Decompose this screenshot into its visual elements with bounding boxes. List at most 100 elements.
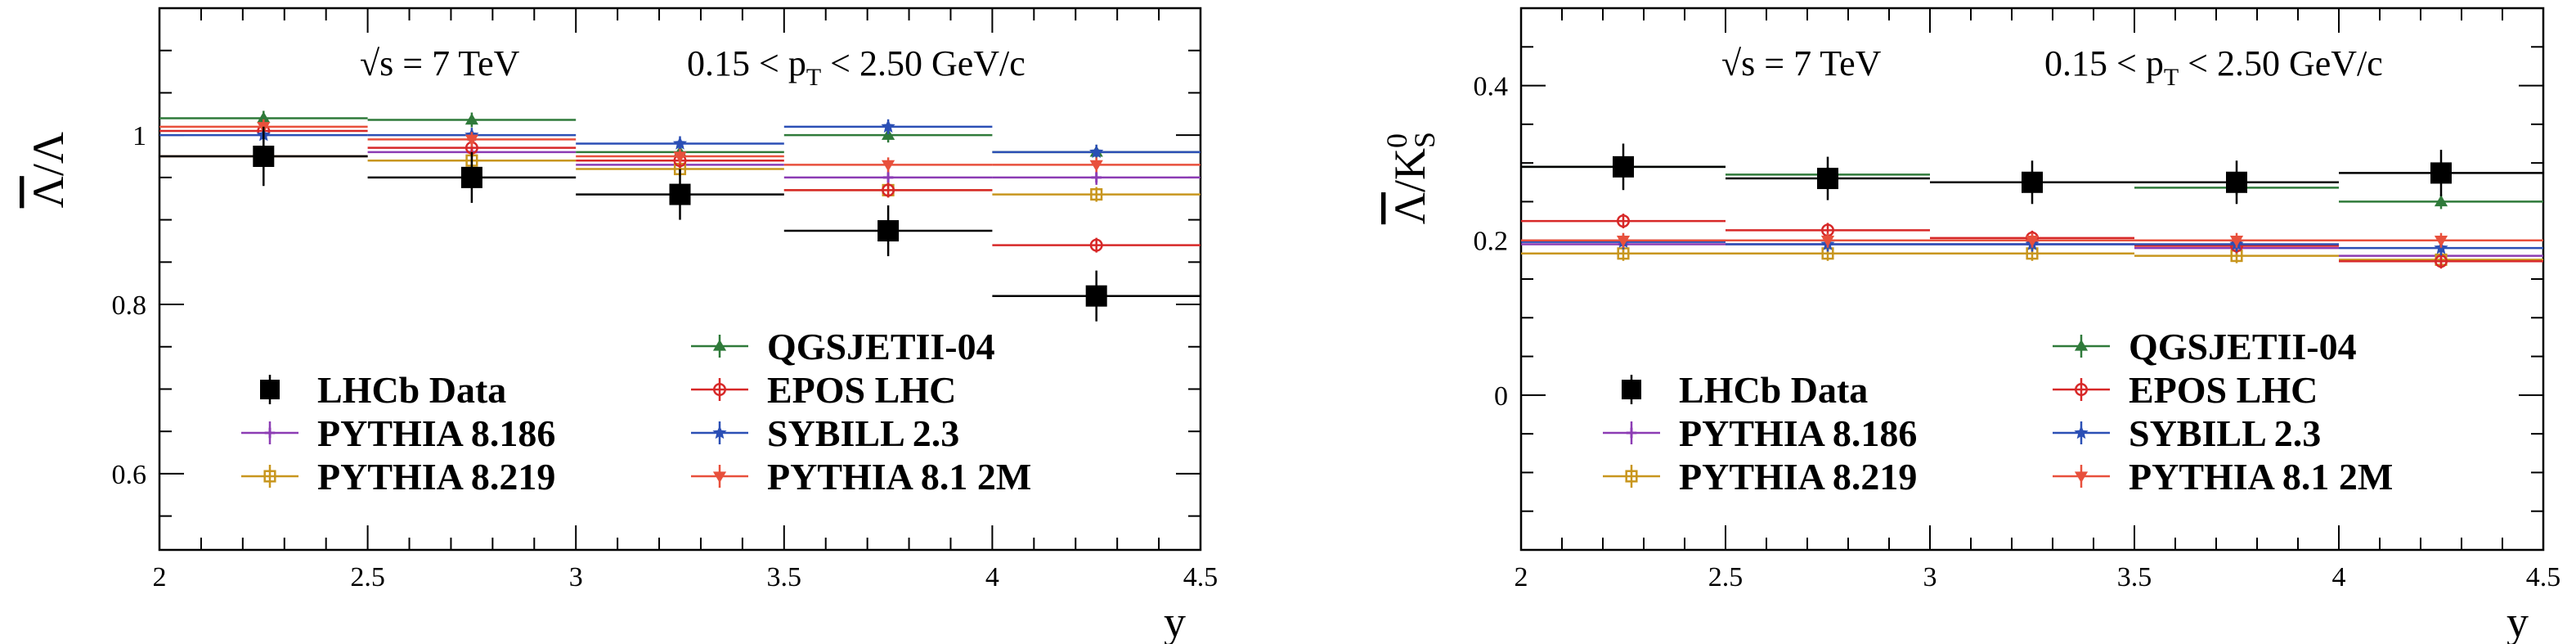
model-point — [464, 134, 478, 146]
model-point — [2435, 254, 2448, 268]
legend-marker — [1622, 380, 1641, 399]
pt-range-text: 0.15 < p — [2044, 43, 2164, 83]
series-lhcb-data — [159, 126, 1200, 322]
legend-label: PYTHIA 8.1 2M — [2129, 456, 2393, 498]
model-point — [881, 119, 895, 133]
x-tick-label: 2 — [153, 562, 167, 592]
legend-label: SYBILL 2.3 — [767, 412, 959, 454]
legend-marker — [260, 380, 280, 399]
legend-label: SYBILL 2.3 — [2129, 412, 2321, 454]
model-point — [1089, 238, 1103, 252]
legend-label: PYTHIA 8.219 — [317, 456, 555, 498]
legend-label: PYTHIA 8.1 2M — [767, 456, 1031, 498]
data-point — [2022, 171, 2043, 193]
legend-marker — [712, 339, 727, 351]
x-tick-label: 3 — [569, 562, 583, 592]
legend-label: PYTHIA 8.186 — [1679, 412, 1917, 454]
legend-marker — [712, 471, 727, 484]
pt-range-annotation: 0.15 < pT < 2.50 GeV/c — [2044, 43, 2383, 91]
pt-range-text: 0.15 < p — [687, 43, 806, 83]
legend-marker — [713, 383, 726, 396]
pt-range-tail: < 2.50 GeV/c — [821, 43, 1025, 83]
x-tick-label: 2.5 — [1708, 562, 1744, 592]
x-tick-label: 2.5 — [350, 562, 385, 592]
legend-label: LHCb Data — [1679, 369, 1868, 411]
series-lhcb-data — [1521, 143, 2543, 205]
legend-marker — [2074, 426, 2089, 439]
pt-range-subscript: T — [806, 64, 821, 91]
legend-label: QGSJETII-04 — [767, 326, 995, 367]
y-axis-label-numerator: Λ — [1385, 192, 1434, 224]
x-tick-label: 4.5 — [2526, 562, 2561, 592]
legend-label: LHCb Data — [317, 369, 506, 411]
data-point — [1817, 168, 1838, 190]
y-axis-label-subscript: S — [1408, 132, 1441, 148]
data-point — [2430, 162, 2452, 184]
y-axis-label-denominator: /Λ — [24, 132, 73, 176]
legend-marker — [2074, 471, 2089, 484]
y-tick-label: 0 — [1494, 381, 1508, 412]
model-point — [464, 113, 478, 125]
legend-marker — [712, 426, 727, 439]
data-point — [669, 183, 691, 205]
model-point — [1089, 144, 1104, 159]
legend-marker — [2075, 383, 2088, 396]
data-point — [2226, 171, 2247, 193]
model-point — [1617, 214, 1630, 228]
y-tick-label: 0.6 — [112, 460, 147, 490]
chart-panel-1: 2 2.5 3 3.5 4 4.5 0.6 0.8 1 y Λ/Λ √s = 7 TeV 0.15 < … — [24, 7, 1218, 644]
model-point — [1820, 236, 1835, 247]
energy-annotation: √s = 7 TeV — [360, 43, 520, 83]
x-tick-label: 3.5 — [767, 562, 802, 592]
model-point — [1090, 188, 1103, 201]
y-axis-label-superscript: 0 — [1380, 133, 1413, 148]
legend-label: QGSJETII-04 — [2129, 326, 2357, 367]
model-point — [2434, 236, 2448, 247]
model-point — [673, 151, 687, 164]
pt-range-subscript: T — [2164, 64, 2179, 91]
data-point — [877, 220, 900, 242]
x-tick-label: 3 — [1923, 562, 1937, 592]
model-point — [882, 160, 895, 172]
model-point — [672, 136, 688, 150]
model-point — [2025, 236, 2040, 247]
chart-panel-2: 2 2.5 3 3.5 4 4.500.20.4yΛ/KS0√s = 7 TeV 0.15 … — [1380, 7, 2561, 644]
x-axis-label: y — [2506, 597, 2529, 644]
x-tick-label: 3.5 — [2117, 562, 2152, 592]
x-tick-label: 4 — [985, 562, 999, 592]
legend-marker — [2074, 339, 2089, 351]
model-point — [2229, 236, 2244, 247]
pt-range-annotation: 0.15 < pT < 2.50 GeV/c — [687, 43, 1025, 91]
legend-marker — [263, 470, 276, 483]
series-pythia-8-1-2m — [1521, 232, 2543, 248]
y-axis-label: Λ/KS0 — [1380, 132, 1441, 224]
model-point — [1089, 160, 1103, 172]
energy-annotation: √s = 7 TeV — [1721, 43, 1882, 83]
model-point — [2434, 195, 2448, 207]
y-tick-label: 1 — [132, 121, 146, 151]
x-tick-label: 4 — [2332, 562, 2346, 592]
data-point — [1613, 155, 1634, 178]
y-axis-label-numerator: Λ — [24, 176, 73, 208]
pt-range-tail: < 2.50 GeV/c — [2179, 43, 2383, 83]
y-axis-label: Λ/Λ — [24, 132, 73, 208]
x-axis-label: y — [1164, 597, 1186, 644]
data-point — [460, 166, 482, 188]
series-pythia-8-219 — [1521, 245, 2543, 268]
model-point — [257, 111, 271, 124]
data-point — [253, 146, 275, 168]
legend-label: EPOS LHC — [2129, 369, 2318, 411]
x-tick-label: 2 — [1515, 562, 1528, 592]
legend-label: PYTHIA 8.186 — [317, 412, 555, 454]
series-pythia-8-1-2m — [159, 119, 1200, 173]
legend-label: EPOS LHC — [767, 369, 956, 411]
y-tick-label: 0.2 — [1474, 227, 1509, 257]
model-point — [882, 128, 895, 140]
plot-frame — [158, 7, 1202, 552]
legend-marker — [1625, 470, 1638, 483]
model-point — [1616, 236, 1631, 247]
data-point — [1085, 285, 1107, 307]
